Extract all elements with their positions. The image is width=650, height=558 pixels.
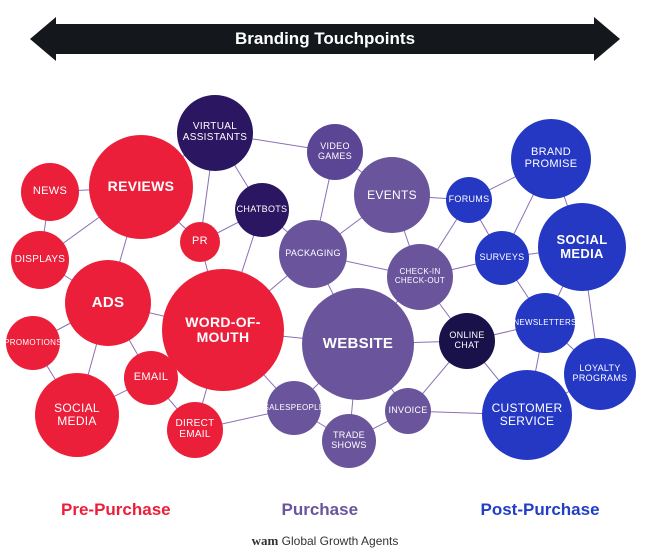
node-ads: ADS (65, 260, 151, 346)
phase-label-pre: Pre-Purchase (61, 500, 171, 520)
node-onlinechat: ONLINECHAT (439, 313, 495, 369)
node-video: VIDEOGAMES (307, 124, 363, 180)
node-website: WEBSITE (302, 288, 414, 400)
node-trade: TRADESHOWS (322, 414, 376, 468)
node-wom: WORD-OF-MOUTH (162, 269, 284, 391)
node-displays: DISPLAYS (11, 231, 69, 289)
node-custservice: CUSTOMERSERVICE (482, 370, 572, 460)
node-va: VIRTUALASSISTANTS (177, 95, 253, 171)
node-chatbots: CHATBOTS (235, 183, 289, 237)
node-packaging: PACKAGING (279, 220, 347, 288)
node-directemail: DIRECTEMAIL (167, 402, 223, 458)
node-surveys: SURVEYS (475, 231, 529, 285)
footer-tag: Global Growth Agents (282, 534, 399, 548)
node-newsletters: NEWSLETTERS (515, 293, 575, 353)
node-forums: FORUMS (446, 177, 492, 223)
node-promotions: PROMOTIONS (6, 316, 60, 370)
footer-brand: wam (252, 533, 279, 548)
diagram-stage: Branding Touchpoints NEWSREVIEWSDISPLAYS… (0, 0, 650, 558)
phase-label-pur: Purchase (282, 500, 359, 520)
node-reviews: REVIEWS (89, 135, 193, 239)
node-socialmedia2: SOCIALMEDIA (538, 203, 626, 291)
node-salespeople: SALESPEOPLE (267, 381, 321, 435)
node-socialmedia1: SOCIALMEDIA (35, 373, 119, 457)
node-checkin: CHECK-INCHECK-OUT (387, 244, 453, 310)
node-loyalty: LOYALTYPROGRAMS (564, 338, 636, 410)
node-pr: PR (180, 222, 220, 262)
node-invoice: INVOICE (385, 388, 431, 434)
footer: wam Global Growth Agents (0, 533, 650, 549)
node-brandpromise: BRANDPROMISE (511, 119, 591, 199)
node-news: NEWS (21, 163, 79, 221)
phase-label-post: Post-Purchase (481, 500, 600, 520)
node-events: EVENTS (354, 157, 430, 233)
